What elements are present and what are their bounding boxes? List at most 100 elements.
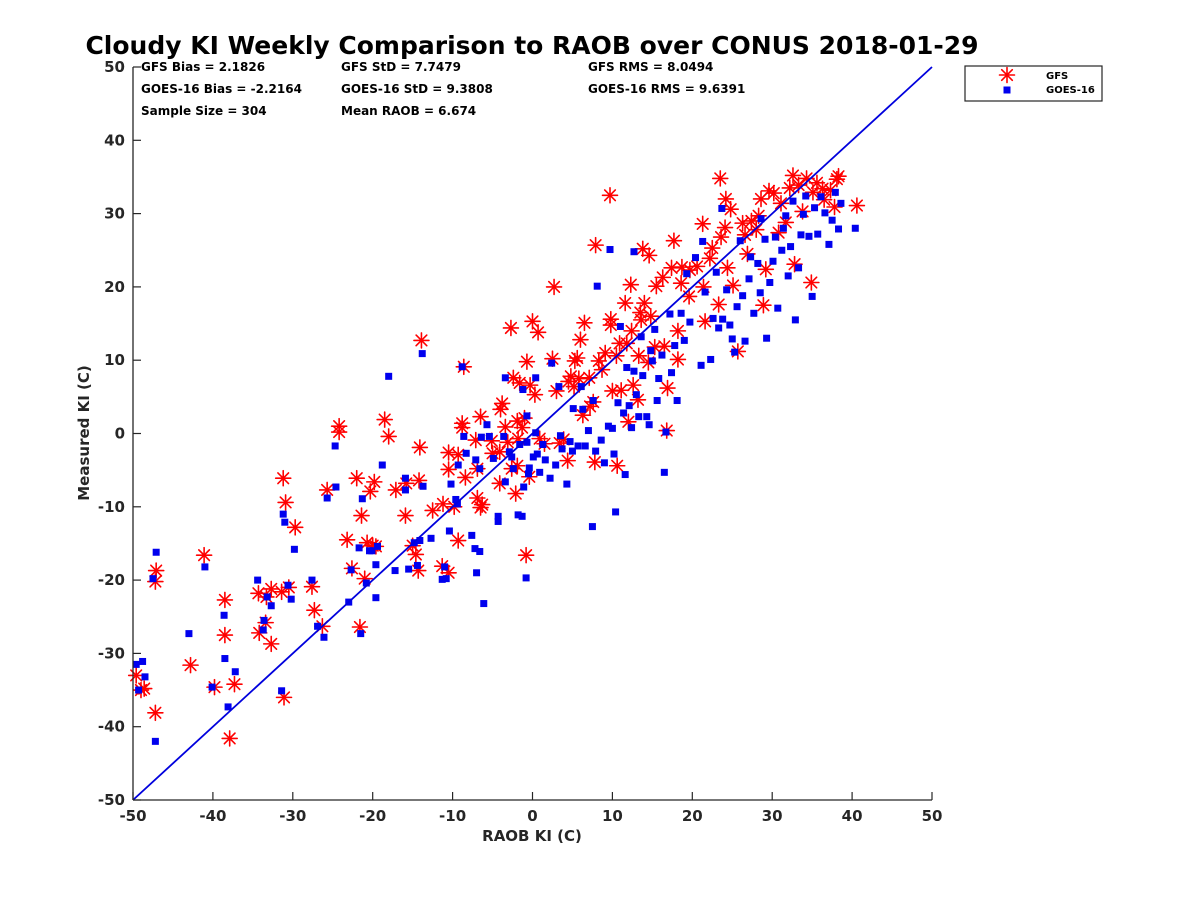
goes16-point — [837, 199, 845, 207]
goes16-point — [625, 402, 633, 410]
gfs-point — [411, 439, 429, 456]
goes16-point — [699, 237, 707, 245]
x-tick-label: 30 — [762, 807, 783, 825]
goes16-point — [555, 383, 563, 391]
gfs-point — [221, 730, 238, 747]
goes16-point — [401, 474, 409, 482]
goes16-point — [774, 304, 782, 312]
goes16-point — [541, 456, 549, 464]
gfs-point — [365, 473, 383, 491]
chart-title: Cloudy KI Weekly Comparison to RAOB over… — [85, 31, 978, 60]
goes16-point — [707, 355, 715, 363]
goes16-point — [709, 314, 717, 322]
gfs-point — [576, 314, 593, 332]
x-tick-label: 0 — [527, 807, 537, 825]
goes16-point — [476, 465, 484, 473]
stat-gfs-rms: GFS RMS = 8.0494 — [588, 60, 713, 74]
goes16-point — [597, 436, 605, 444]
gfs-point — [622, 276, 640, 294]
gfs-point — [127, 667, 145, 684]
gfs-point — [497, 418, 514, 436]
goes16-point — [284, 581, 292, 589]
goes16-point — [691, 254, 699, 262]
gfs-point — [656, 337, 673, 355]
y-tick-label: 50 — [104, 58, 125, 76]
x-tick-label: -10 — [439, 807, 466, 825]
goes16-point — [731, 348, 739, 356]
goes16-point — [332, 483, 340, 491]
gfs-point — [572, 331, 589, 348]
goes16-point — [447, 480, 455, 488]
goes16-point — [532, 374, 540, 382]
goes16-point — [761, 235, 769, 243]
goes16-point — [821, 209, 829, 217]
goes16-point — [741, 337, 749, 345]
goes16-point — [378, 461, 386, 469]
stat-gfs-bias: GFS Bias = 2.1826 — [141, 60, 265, 74]
goes16-point — [514, 511, 522, 519]
gfs-point — [663, 259, 680, 277]
gfs-point — [665, 232, 683, 250]
goes16-point — [817, 193, 825, 201]
goes16-point — [719, 315, 727, 323]
gfs-point — [387, 481, 405, 499]
goes16-point — [697, 361, 705, 369]
goes16-point — [308, 576, 316, 584]
goes16-point — [372, 561, 380, 569]
goes16-point — [630, 367, 638, 375]
goes16-point — [427, 534, 435, 542]
goes16-point — [494, 512, 502, 520]
goes16-point — [139, 657, 147, 665]
x-tick-label: -30 — [279, 807, 306, 825]
goes16-point — [523, 438, 531, 446]
goes16-point — [494, 517, 502, 525]
goes16-point — [630, 248, 638, 256]
legend-gfs-asterisk — [998, 66, 1016, 84]
goes16-point — [610, 450, 618, 458]
goes16-point — [799, 210, 807, 218]
goes16-point — [808, 292, 816, 300]
goes16-point — [771, 233, 779, 241]
goes16-point — [132, 660, 140, 668]
gfs-point — [376, 411, 393, 428]
gfs-point — [848, 197, 866, 214]
x-tick-label: 20 — [682, 807, 703, 825]
goes16-point — [637, 333, 645, 341]
gfs-point — [559, 452, 576, 469]
goes16-point — [281, 518, 289, 526]
goes16-point — [453, 500, 461, 508]
gfs-point — [765, 184, 783, 202]
gfs-point — [216, 626, 234, 644]
goes16-point — [525, 470, 533, 478]
goes16-point — [480, 600, 488, 608]
gfs-point — [703, 239, 721, 257]
goes16-point — [778, 246, 786, 254]
goes16-point — [267, 602, 275, 610]
y-tick-label: 30 — [104, 205, 125, 223]
goes16-point — [501, 478, 509, 486]
goes16-point — [653, 397, 661, 405]
gfs-point — [348, 469, 366, 487]
goes16-point — [621, 471, 629, 479]
gfs-point — [574, 406, 592, 424]
gfs-point — [380, 428, 397, 445]
goes16-point — [766, 279, 774, 287]
goes16-point — [579, 405, 587, 413]
gfs-point — [701, 250, 719, 267]
stat-goes-std: GOES-16 StD = 9.3808 — [341, 82, 493, 96]
goes16-point — [260, 616, 268, 624]
stat-goes-rms: GOES-16 RMS = 9.6391 — [588, 82, 745, 96]
goes16-point — [185, 630, 193, 638]
goes16-point — [701, 288, 709, 296]
goes16-point — [473, 569, 481, 577]
goes16-point — [525, 464, 533, 472]
goes16-point — [825, 240, 833, 248]
goes16-point — [789, 197, 797, 205]
goes16-point — [438, 575, 446, 583]
goes16-point — [660, 468, 668, 476]
goes16-point — [791, 316, 799, 324]
gfs-point — [277, 494, 294, 511]
gfs-point — [262, 635, 280, 653]
goes16-point — [347, 566, 355, 574]
